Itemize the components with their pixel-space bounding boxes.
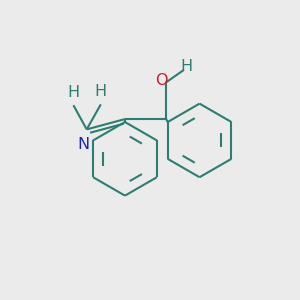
Text: O: O bbox=[154, 73, 167, 88]
Text: N: N bbox=[78, 137, 90, 152]
Text: H: H bbox=[68, 85, 80, 100]
Text: H: H bbox=[181, 59, 193, 74]
Text: H: H bbox=[95, 84, 107, 99]
